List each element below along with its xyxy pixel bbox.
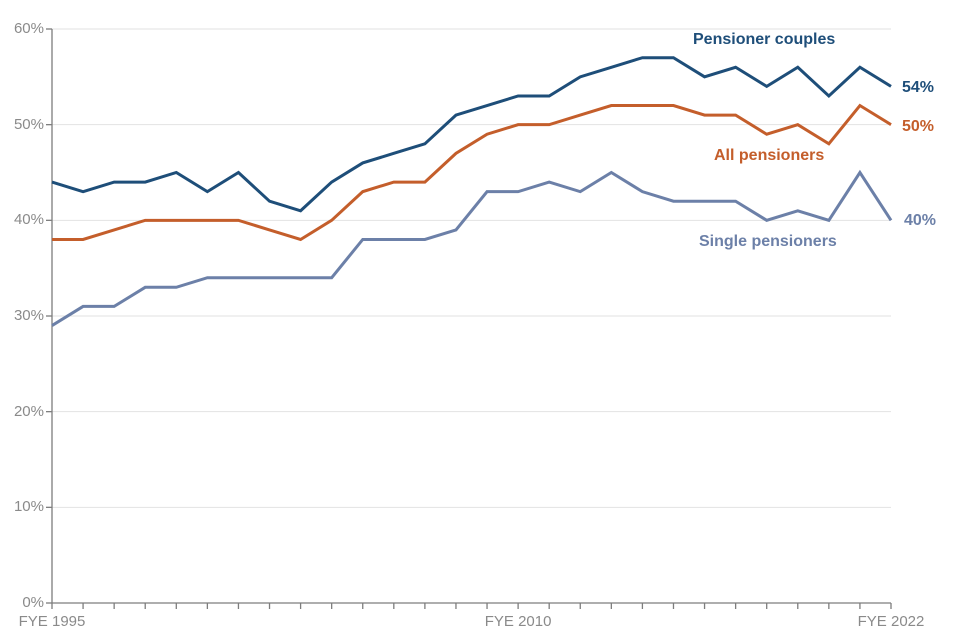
y-axis-tick-label-50: 50% (13, 115, 44, 133)
y-axis-tick-label-20: 20% (13, 402, 44, 420)
end-value-pensioner-couples: 54% (902, 79, 935, 96)
series-label-single-pensioners: Single pensioners (699, 233, 837, 250)
y-axis-tick-label-0: 0% (22, 594, 44, 611)
y-axis-tick-label-30: 30% (13, 307, 44, 324)
x-axis-tick-label-15: FYE 2010 (484, 613, 552, 630)
series-line-pensioner-couples (51, 56, 892, 213)
x-axis-tick-label-0: FYE 1995 (18, 613, 86, 630)
series-line-single-pensioners (51, 169, 893, 327)
series-line-all-pensioners (52, 103, 892, 242)
series-label-all-pensioners: All pensioners (714, 147, 825, 164)
series-label-pensioner-couples: Pensioner couples (693, 31, 836, 48)
x-axis-tick-label-27: FYE 2022 (857, 613, 925, 630)
y-axis-tick-label-10: 10% (13, 498, 44, 516)
y-axis-tick-label-60: 60% (13, 20, 44, 37)
end-value-single-pensioners: 40% (904, 212, 937, 229)
end-value-all-pensioners: 50% (902, 118, 935, 135)
y-axis-tick-label-40: 40% (13, 211, 44, 229)
